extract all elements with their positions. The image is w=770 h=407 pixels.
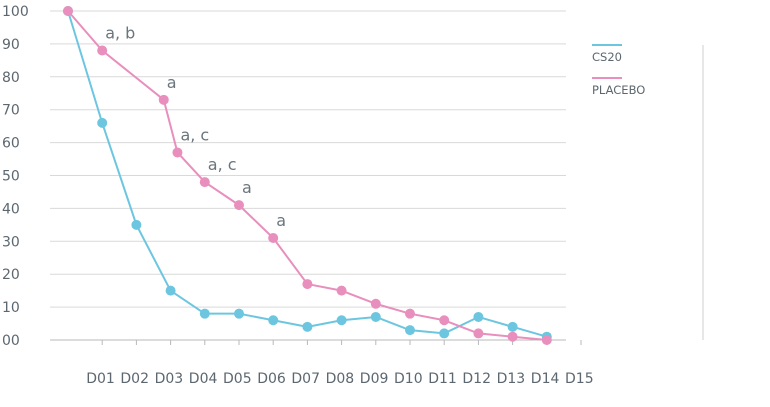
y-axis-ticks: 00 10 20 30 40 50 60 70 80 90 100 xyxy=(2,4,29,349)
y-tick-label: 60 xyxy=(2,136,20,152)
y-tick-label: 80 xyxy=(2,70,20,86)
data-point xyxy=(158,94,169,105)
x-tick-label: D02 xyxy=(120,371,149,387)
data-point xyxy=(131,219,142,230)
x-tick-label: D03 xyxy=(155,371,184,387)
data-point xyxy=(405,325,415,336)
data-point xyxy=(199,177,210,188)
data-point xyxy=(507,321,518,332)
legend-label: CS20 xyxy=(592,50,622,64)
data-point xyxy=(302,321,313,332)
grid-lines xyxy=(50,10,566,341)
data-point xyxy=(541,335,552,345)
x-tick-label: D14 xyxy=(531,371,560,387)
data-point xyxy=(63,6,73,16)
data-point xyxy=(268,315,279,326)
data-point xyxy=(439,328,450,339)
x-tick-label: D07 xyxy=(291,371,320,387)
data-point xyxy=(336,315,347,326)
data-point xyxy=(234,308,244,319)
x-tick-label: D09 xyxy=(360,371,389,387)
data-point xyxy=(234,200,244,211)
x-tick-label: D12 xyxy=(462,371,491,387)
x-tick-label: D05 xyxy=(223,371,252,387)
data-point xyxy=(370,311,381,322)
x-tick-label: D15 xyxy=(565,371,594,387)
annotation-label: a xyxy=(242,178,252,197)
y-tick-label: 00 xyxy=(2,333,20,349)
y-tick-label: 20 xyxy=(2,267,20,283)
annotation-label: a, c xyxy=(180,125,209,144)
data-point xyxy=(370,298,381,309)
data-point xyxy=(405,308,415,319)
x-tick-label: D13 xyxy=(497,371,526,387)
legend: CS20 PLACEBO xyxy=(592,44,704,340)
x-axis-ticks: D01 D02 D03 D04 D05 D06 D07 D08 D09 D10 D11 D12 D13 D… xyxy=(86,340,594,387)
data-point xyxy=(439,315,450,326)
y-tick-label: 30 xyxy=(2,234,20,250)
series-points xyxy=(63,6,552,345)
data-point xyxy=(268,233,279,244)
data-point xyxy=(336,285,347,296)
data-point xyxy=(165,285,176,296)
y-tick-label: 40 xyxy=(2,201,20,217)
data-point xyxy=(199,308,210,319)
data-point xyxy=(97,117,108,128)
y-tick-label: 70 xyxy=(2,103,20,119)
data-point xyxy=(473,328,484,339)
significance-annotations: a, b a a, c a, c a a xyxy=(105,23,286,230)
x-tick-label: D01 xyxy=(86,371,115,387)
annotation-label: a xyxy=(276,211,286,230)
y-tick-label: 10 xyxy=(2,300,20,316)
data-point xyxy=(473,311,484,322)
data-point xyxy=(507,331,518,342)
data-point xyxy=(97,45,108,56)
data-point xyxy=(172,147,183,158)
x-tick-label: D06 xyxy=(257,371,286,387)
x-tick-label: D11 xyxy=(428,371,457,387)
annotation-label: a, c xyxy=(208,155,237,174)
legend-label: PLACEBO xyxy=(592,83,645,97)
x-tick-label: D10 xyxy=(394,371,423,387)
annotation-label: a, b xyxy=(105,23,135,42)
y-tick-label: 50 xyxy=(2,169,20,185)
y-tick-label: 100 xyxy=(2,4,29,20)
data-point xyxy=(302,279,313,290)
x-tick-label: D08 xyxy=(326,371,355,387)
annotation-label: a xyxy=(167,73,177,92)
x-tick-label: D04 xyxy=(189,371,218,387)
y-tick-label: 90 xyxy=(2,37,20,53)
